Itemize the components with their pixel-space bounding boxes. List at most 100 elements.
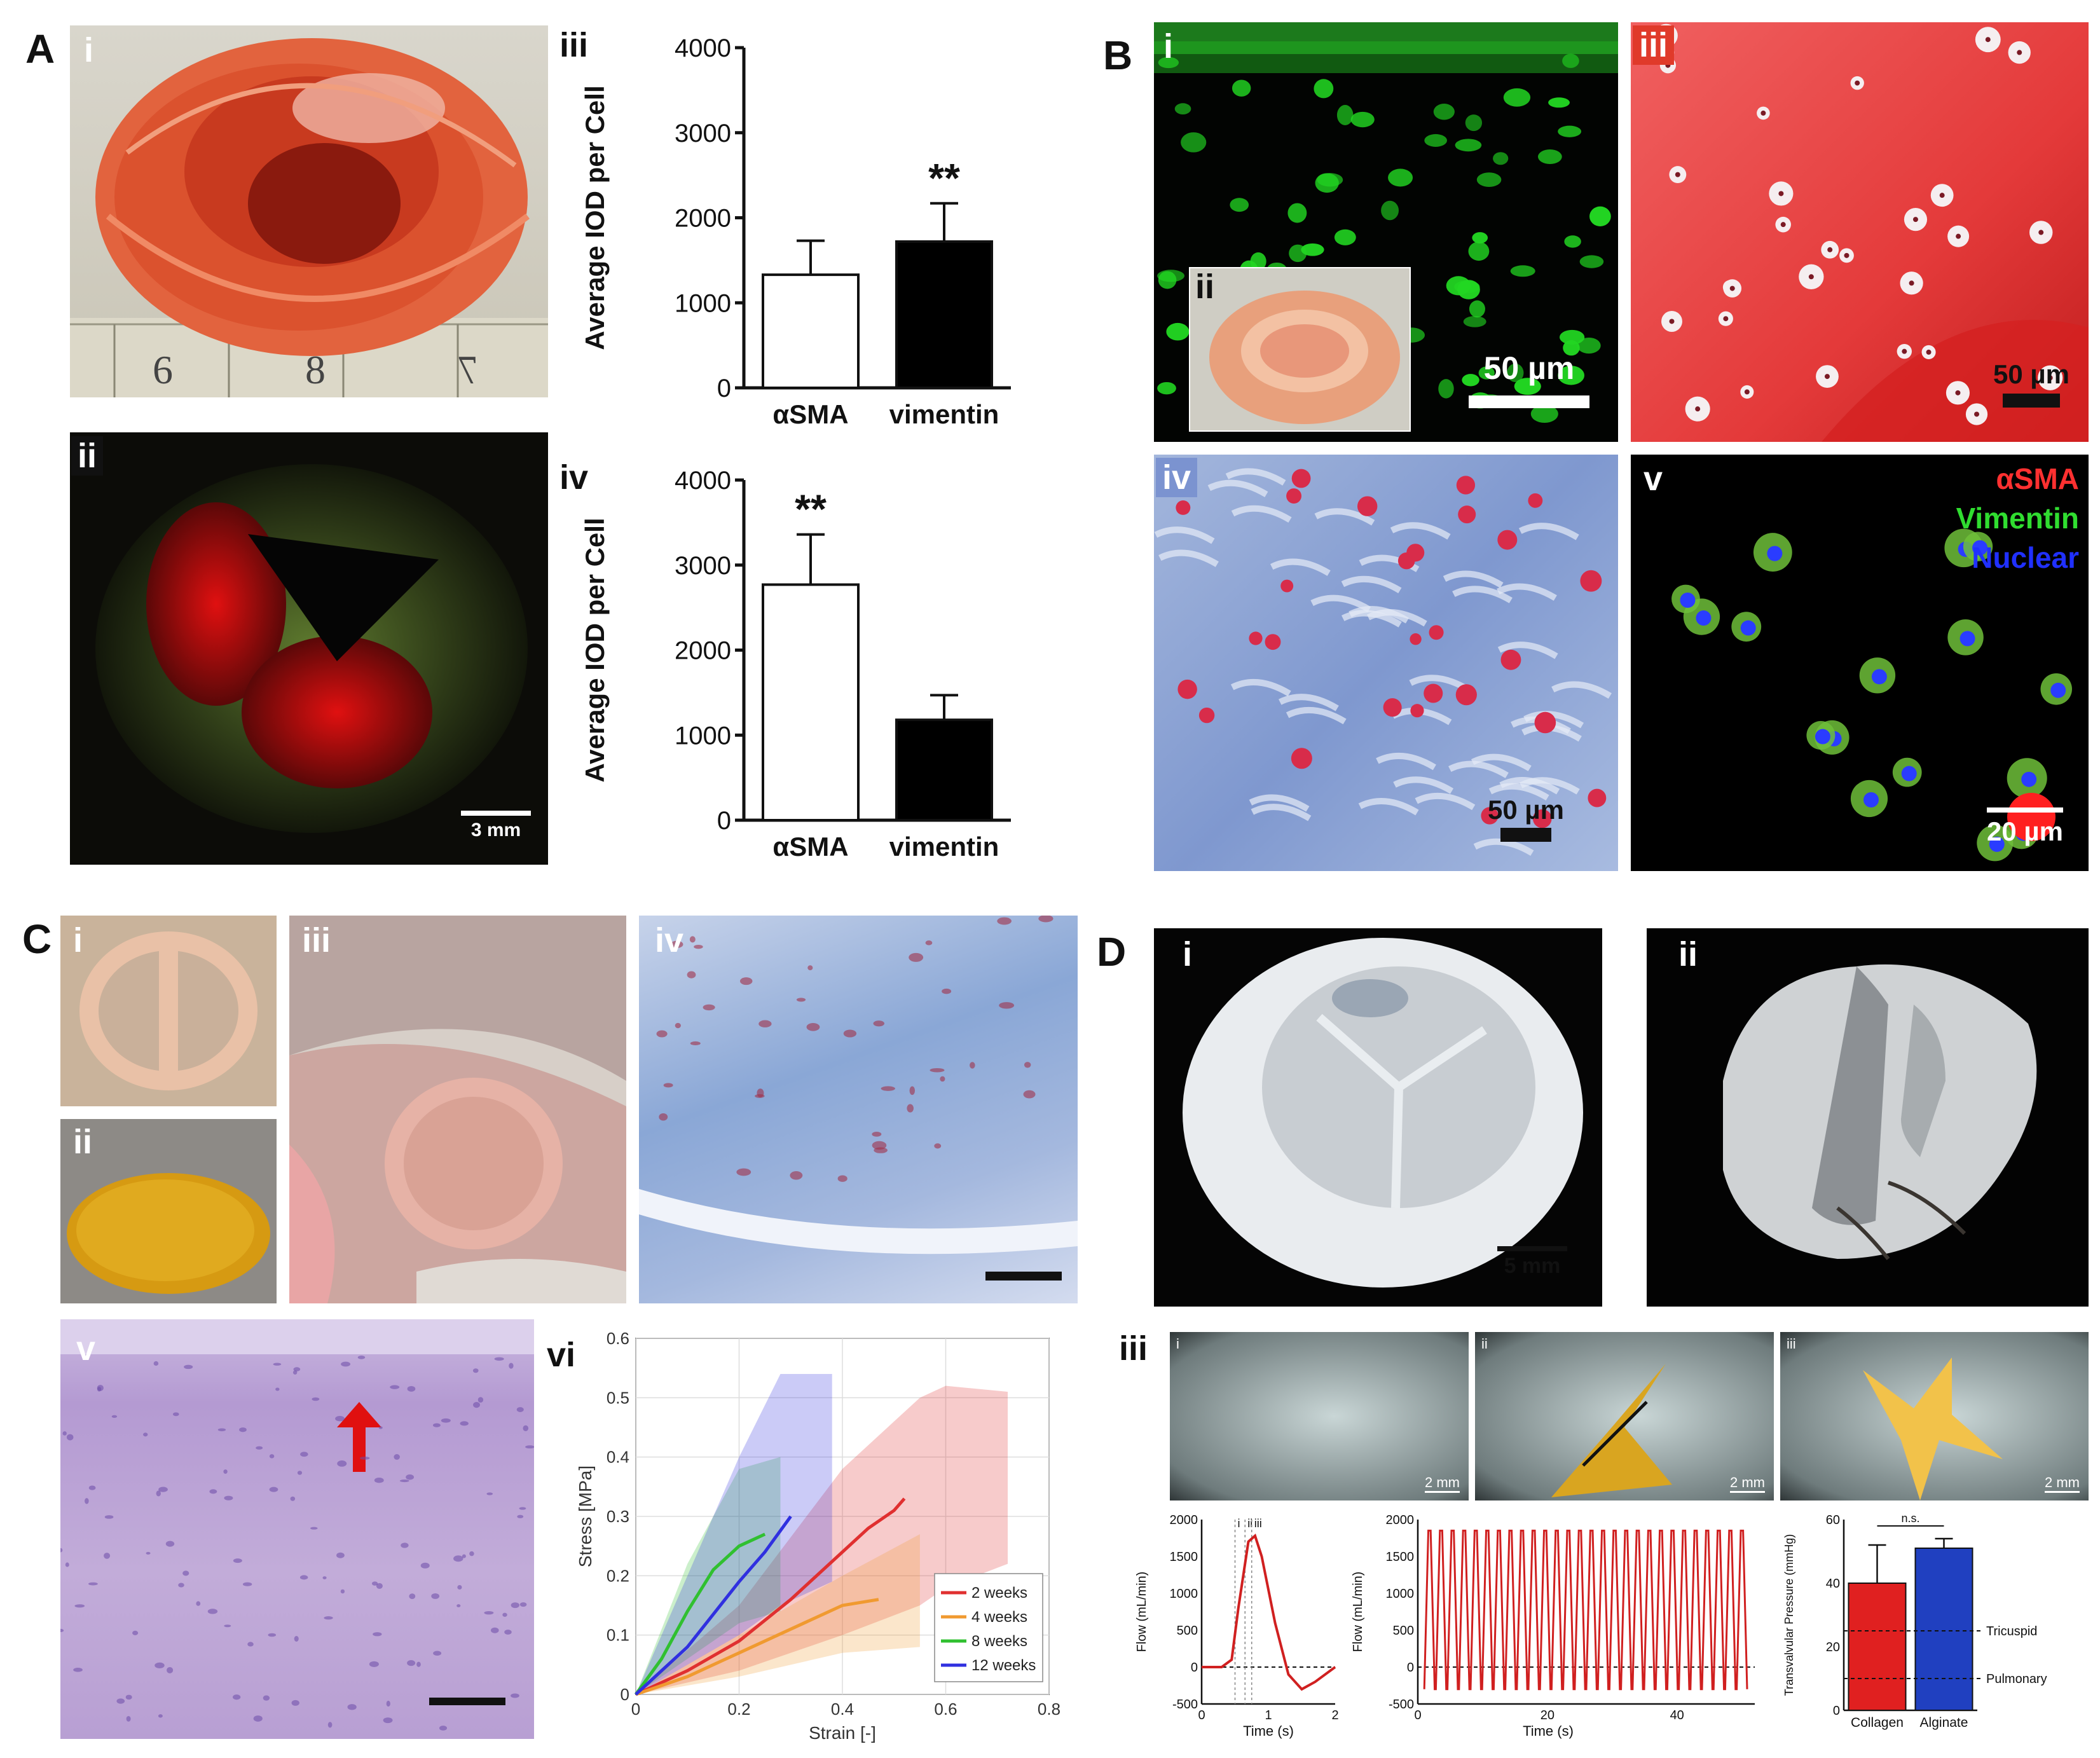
nucleus bbox=[167, 1666, 174, 1673]
fiber bbox=[1443, 570, 1504, 588]
nucleus bbox=[456, 1604, 461, 1607]
d-iii-frame-2-label: ii bbox=[1481, 1336, 1488, 1352]
lacuna-nucleus bbox=[1778, 191, 1784, 196]
nucleus bbox=[269, 1487, 278, 1492]
y-tick-label: 0 bbox=[717, 374, 731, 402]
lacuna-nucleus bbox=[1675, 172, 1680, 177]
cell bbox=[843, 1029, 857, 1038]
bar-αSMA bbox=[762, 583, 860, 821]
b-iv-scale-text: 50 µm bbox=[1488, 795, 1564, 825]
d-ii-valve-drawing bbox=[1723, 964, 2037, 1260]
cell bbox=[999, 1002, 1015, 1009]
nucleus bbox=[1478, 366, 1495, 380]
fiber bbox=[1358, 798, 1419, 816]
y-tick-label: 60 bbox=[1826, 1513, 1840, 1527]
d-ii-label: ii bbox=[1678, 935, 1698, 973]
nucleus bbox=[1559, 329, 1585, 345]
legend-nuclear: Nuclear bbox=[1972, 541, 2079, 574]
nucleus bbox=[1334, 229, 1356, 245]
lacuna-nucleus bbox=[1909, 280, 1914, 286]
category-label: αSMA bbox=[772, 832, 848, 862]
nucleus bbox=[420, 1562, 430, 1569]
y-tick-label: 4000 bbox=[675, 467, 731, 495]
nucleus bbox=[519, 1602, 527, 1607]
x-axis-label: Strain [-] bbox=[809, 1723, 876, 1743]
nucleus bbox=[462, 1554, 466, 1558]
cell bbox=[796, 998, 806, 1002]
fiber bbox=[1278, 694, 1339, 711]
nucleus bbox=[88, 1582, 98, 1586]
y-tick-label: 0.1 bbox=[607, 1626, 629, 1645]
d-iii-frame-3-drawing bbox=[1863, 1357, 2003, 1500]
c-v-label: v bbox=[76, 1329, 96, 1368]
nucleus bbox=[517, 1514, 524, 1518]
d-iii-frame-1: i 2 mm bbox=[1170, 1332, 1469, 1500]
nucleus bbox=[104, 1553, 111, 1559]
c-iii-label: iii bbox=[302, 921, 331, 959]
cell bbox=[806, 1023, 820, 1031]
nucleus bbox=[439, 1726, 448, 1731]
nucleus bbox=[360, 1456, 370, 1460]
lacuna-nucleus bbox=[1669, 319, 1675, 324]
nucleus bbox=[324, 1616, 333, 1620]
lacuna-nucleus bbox=[1729, 285, 1735, 291]
nucleus bbox=[1989, 836, 2005, 852]
lacuna-nucleus bbox=[2017, 50, 2022, 55]
nucleus bbox=[502, 1612, 507, 1617]
y-tick-label: 2000 bbox=[675, 205, 731, 233]
nucleus bbox=[1577, 337, 1601, 354]
y-tick-label: 3000 bbox=[675, 552, 731, 580]
nucleus bbox=[1530, 404, 1558, 423]
nucleus bbox=[310, 1527, 318, 1530]
nucleus bbox=[373, 1632, 382, 1637]
nucleus bbox=[1287, 203, 1307, 223]
legend-asma: αSMA bbox=[1996, 462, 2080, 495]
nucleus bbox=[525, 1445, 534, 1449]
c-v-tissue bbox=[60, 1319, 534, 1731]
y-tick-label: 1000 bbox=[1386, 1587, 1415, 1601]
nucleus bbox=[73, 1667, 83, 1672]
nucleus bbox=[390, 1385, 400, 1389]
a-ii-scale-bar: 3 mm bbox=[461, 811, 531, 841]
nucleus bbox=[1815, 729, 1830, 745]
d-iii-frame-1-scale: 2 mm bbox=[1425, 1474, 1460, 1493]
nucleus bbox=[290, 1496, 296, 1501]
c-ii-label: ii bbox=[73, 1123, 93, 1161]
nucleus bbox=[337, 1460, 347, 1467]
marker-label: iii bbox=[1254, 1517, 1262, 1530]
fiber bbox=[1310, 594, 1371, 612]
c-iii-drawing bbox=[289, 916, 626, 1303]
b-iv-scale-bar: 50 µm bbox=[1475, 795, 1577, 842]
y-tick-label: 1500 bbox=[1386, 1550, 1415, 1564]
nucleus bbox=[1589, 206, 1611, 226]
legend-entry: 12 weeks bbox=[971, 1657, 1036, 1674]
nucleus bbox=[1465, 114, 1483, 132]
nucleus bbox=[1181, 132, 1207, 153]
fiber bbox=[1231, 505, 1292, 523]
nucleus bbox=[88, 1485, 96, 1490]
stained-cell bbox=[1406, 544, 1425, 562]
nucleus bbox=[154, 1662, 165, 1668]
a-i-photo-ring-scaffold bbox=[70, 25, 548, 397]
nucleus bbox=[263, 1695, 270, 1701]
nucleus bbox=[1315, 173, 1339, 193]
fiber bbox=[1225, 468, 1286, 486]
d-iii-frame-3-scale: 2 mm bbox=[2045, 1474, 2080, 1493]
nucleus bbox=[158, 1487, 168, 1492]
nucleus bbox=[484, 1611, 494, 1615]
d-iii-label: iii bbox=[1119, 1329, 1148, 1368]
line-4 weeks bbox=[635, 1598, 879, 1696]
nucleus bbox=[1562, 53, 1579, 68]
chart-a-iv: 0 1000 2000 3000 4000 αSMA ** vimentin Average I… bbox=[580, 467, 1011, 862]
nucleus bbox=[1514, 378, 1541, 395]
nucleus bbox=[242, 1582, 252, 1586]
nucleus bbox=[247, 1642, 254, 1647]
d-iii-frame-2-drawing bbox=[1551, 1364, 1672, 1497]
stained-cell bbox=[1249, 631, 1263, 645]
legend-entry: 4 weeks bbox=[971, 1609, 1027, 1626]
cell bbox=[739, 977, 753, 985]
nucleus bbox=[143, 1432, 148, 1437]
cell bbox=[659, 1113, 668, 1121]
fiber bbox=[1154, 526, 1215, 544]
